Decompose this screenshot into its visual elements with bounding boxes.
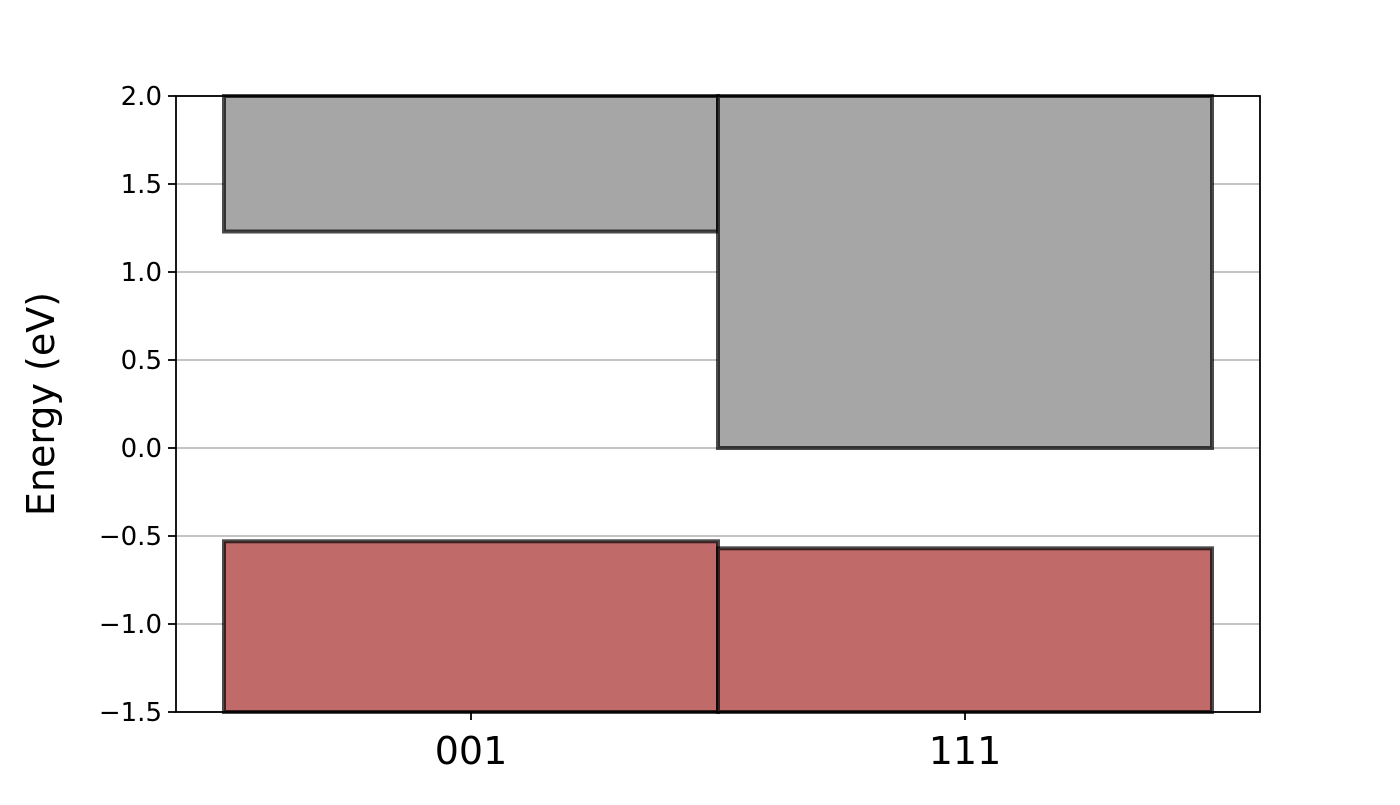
- y-axis-label: Energy (eV): [19, 292, 63, 516]
- conduction-band-bar: [222, 94, 720, 234]
- y-tick-label: −0.5: [99, 522, 162, 552]
- x-tick-label: 111: [929, 729, 1002, 773]
- x-tick-label: 001: [435, 729, 508, 773]
- valence-band-bar: [716, 546, 1214, 714]
- y-tick-label: −1.0: [99, 610, 162, 640]
- y-tick-label: 1.0: [121, 258, 162, 288]
- y-tick-label: 0.0: [121, 434, 162, 464]
- y-tick-label: 1.5: [121, 170, 162, 200]
- y-tick-label: 0.5: [121, 346, 162, 376]
- conduction-band-bar: [716, 94, 1214, 450]
- axes-frame: [175, 95, 1261, 713]
- valence-band-bar: [222, 539, 720, 715]
- axes-layer: −1.5 −1.0 −0.5 0.0 0.5 1.0 1.5 2.0 001 111: [99, 82, 1261, 773]
- bars-layer: [222, 94, 1214, 715]
- y-tick-label: 2.0: [121, 82, 162, 112]
- y-tick-label: −1.5: [99, 698, 162, 728]
